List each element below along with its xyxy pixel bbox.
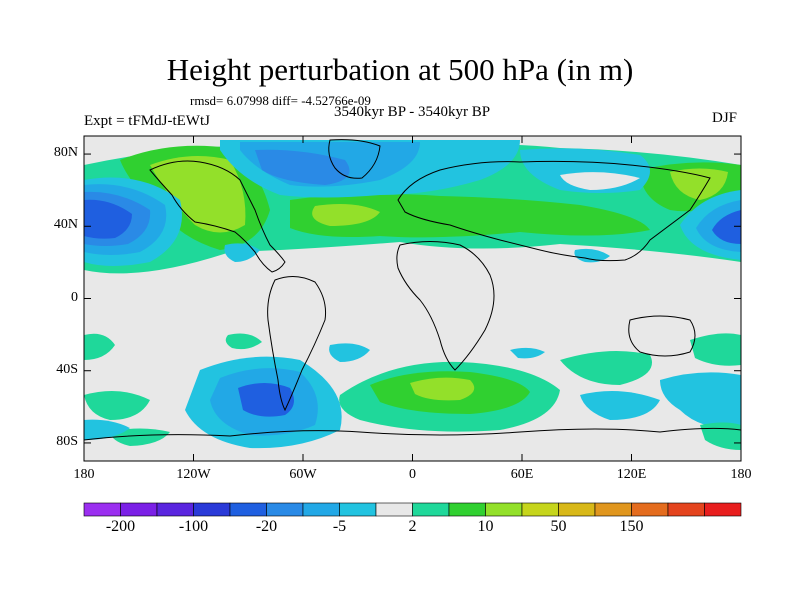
colorbar-swatch — [302, 502, 340, 517]
contour-field — [84, 136, 741, 461]
colorbar-swatch — [448, 502, 486, 517]
contour-south-pos-1 — [84, 391, 150, 420]
contour-spac-neg-3 — [238, 383, 294, 417]
coast-south-america — [267, 276, 326, 412]
contour-sind-pos — [560, 351, 652, 385]
colorbar-label: -100 — [178, 518, 209, 535]
contour-satl-pos-3 — [410, 377, 475, 401]
contour-asia-strong — [670, 168, 728, 200]
y-tick-label: 0 — [71, 289, 78, 305]
colorbar-label: -20 — [255, 518, 278, 535]
colorbar-label: -5 — [332, 518, 347, 535]
colorbar — [83, 502, 742, 517]
coastlines — [84, 139, 741, 441]
colorbar-swatch — [412, 502, 450, 517]
contour-atlantic-pos — [290, 193, 650, 238]
colorbar-swatch — [229, 502, 267, 517]
x-tick-label: 180 — [730, 467, 752, 482]
contour-sind-neg-1 — [580, 391, 660, 420]
contour-atlantic-strong — [312, 204, 380, 226]
colorbar-swatch — [704, 502, 742, 517]
colorbar-swatch — [120, 502, 158, 517]
coast-australia — [628, 315, 696, 357]
x-tick-label: 0 — [409, 467, 416, 482]
contour-namerica-strong — [150, 156, 246, 233]
contour-south-pos-2 — [110, 428, 170, 446]
experiment-label: Expt = tFMdJ-tEWtJ — [84, 113, 210, 129]
contour-trop-pos-3 — [690, 333, 741, 366]
contour-trop-pos-1 — [225, 333, 262, 350]
contour-siberia-inner — [560, 172, 640, 190]
colorbar-label: 150 — [619, 518, 644, 535]
colorbar-label: 50 — [550, 518, 567, 535]
coast-antarctica — [84, 427, 741, 441]
rmsd-stats: rmsd= 6.07998 diff= -4.52766e-09 — [190, 93, 371, 108]
contour-npac-west-4 — [84, 199, 132, 239]
colorbar-label: -200 — [105, 518, 136, 535]
y-tick-label: 40S — [56, 361, 78, 377]
chart-title: Height perturbation at 500 hPa (in m) — [166, 52, 634, 87]
coast-north-america — [149, 160, 286, 273]
contour-trop-neg-3 — [329, 343, 370, 362]
coast-greenland — [328, 139, 381, 179]
colorbar-swatch — [521, 502, 559, 517]
colorbar-swatch — [558, 502, 596, 517]
colorbar-swatch — [485, 502, 523, 517]
contour-trop-pos-2 — [84, 333, 115, 360]
contour-sind-neg-2 — [660, 372, 741, 430]
x-tick-label: 120E — [616, 467, 647, 482]
colorbar-swatch — [667, 502, 705, 517]
y-tick-label: 40N — [53, 217, 78, 233]
coast-eurasia — [397, 160, 711, 262]
x-ticks — [83, 136, 742, 461]
colorbar-swatch — [266, 502, 304, 517]
colorbar-swatch — [339, 502, 377, 517]
season-label: DJF — [712, 110, 738, 126]
y-tick-label: 80N — [53, 145, 78, 161]
contour-trop-neg-2 — [574, 248, 610, 263]
colorbar-swatch — [193, 502, 231, 517]
colorbar-swatch — [631, 502, 669, 517]
colorbar-label: 10 — [477, 518, 494, 535]
colorbar-swatch — [594, 502, 632, 517]
y-ticks — [84, 153, 741, 444]
contour-npac-east-3 — [712, 210, 741, 244]
x-tick-label: 180 — [73, 467, 95, 482]
x-tick-label: 60W — [289, 467, 317, 482]
y-tick-label: 80S — [56, 433, 78, 449]
period-label: 3540kyr BP - 3540kyr BP — [333, 104, 491, 120]
contour-arctic-neg-3 — [255, 149, 350, 185]
contour-trop-neg-4 — [510, 347, 545, 359]
colorbar-swatch — [83, 502, 121, 517]
colorbar-swatch — [375, 502, 413, 517]
x-tick-label: 120W — [176, 467, 211, 482]
colorbar-label: 2 — [408, 518, 417, 535]
colorbar-swatch — [156, 502, 194, 517]
coast-africa — [396, 241, 495, 371]
x-tick-label: 60E — [510, 467, 534, 482]
contour-south-neg-1 — [84, 419, 130, 440]
